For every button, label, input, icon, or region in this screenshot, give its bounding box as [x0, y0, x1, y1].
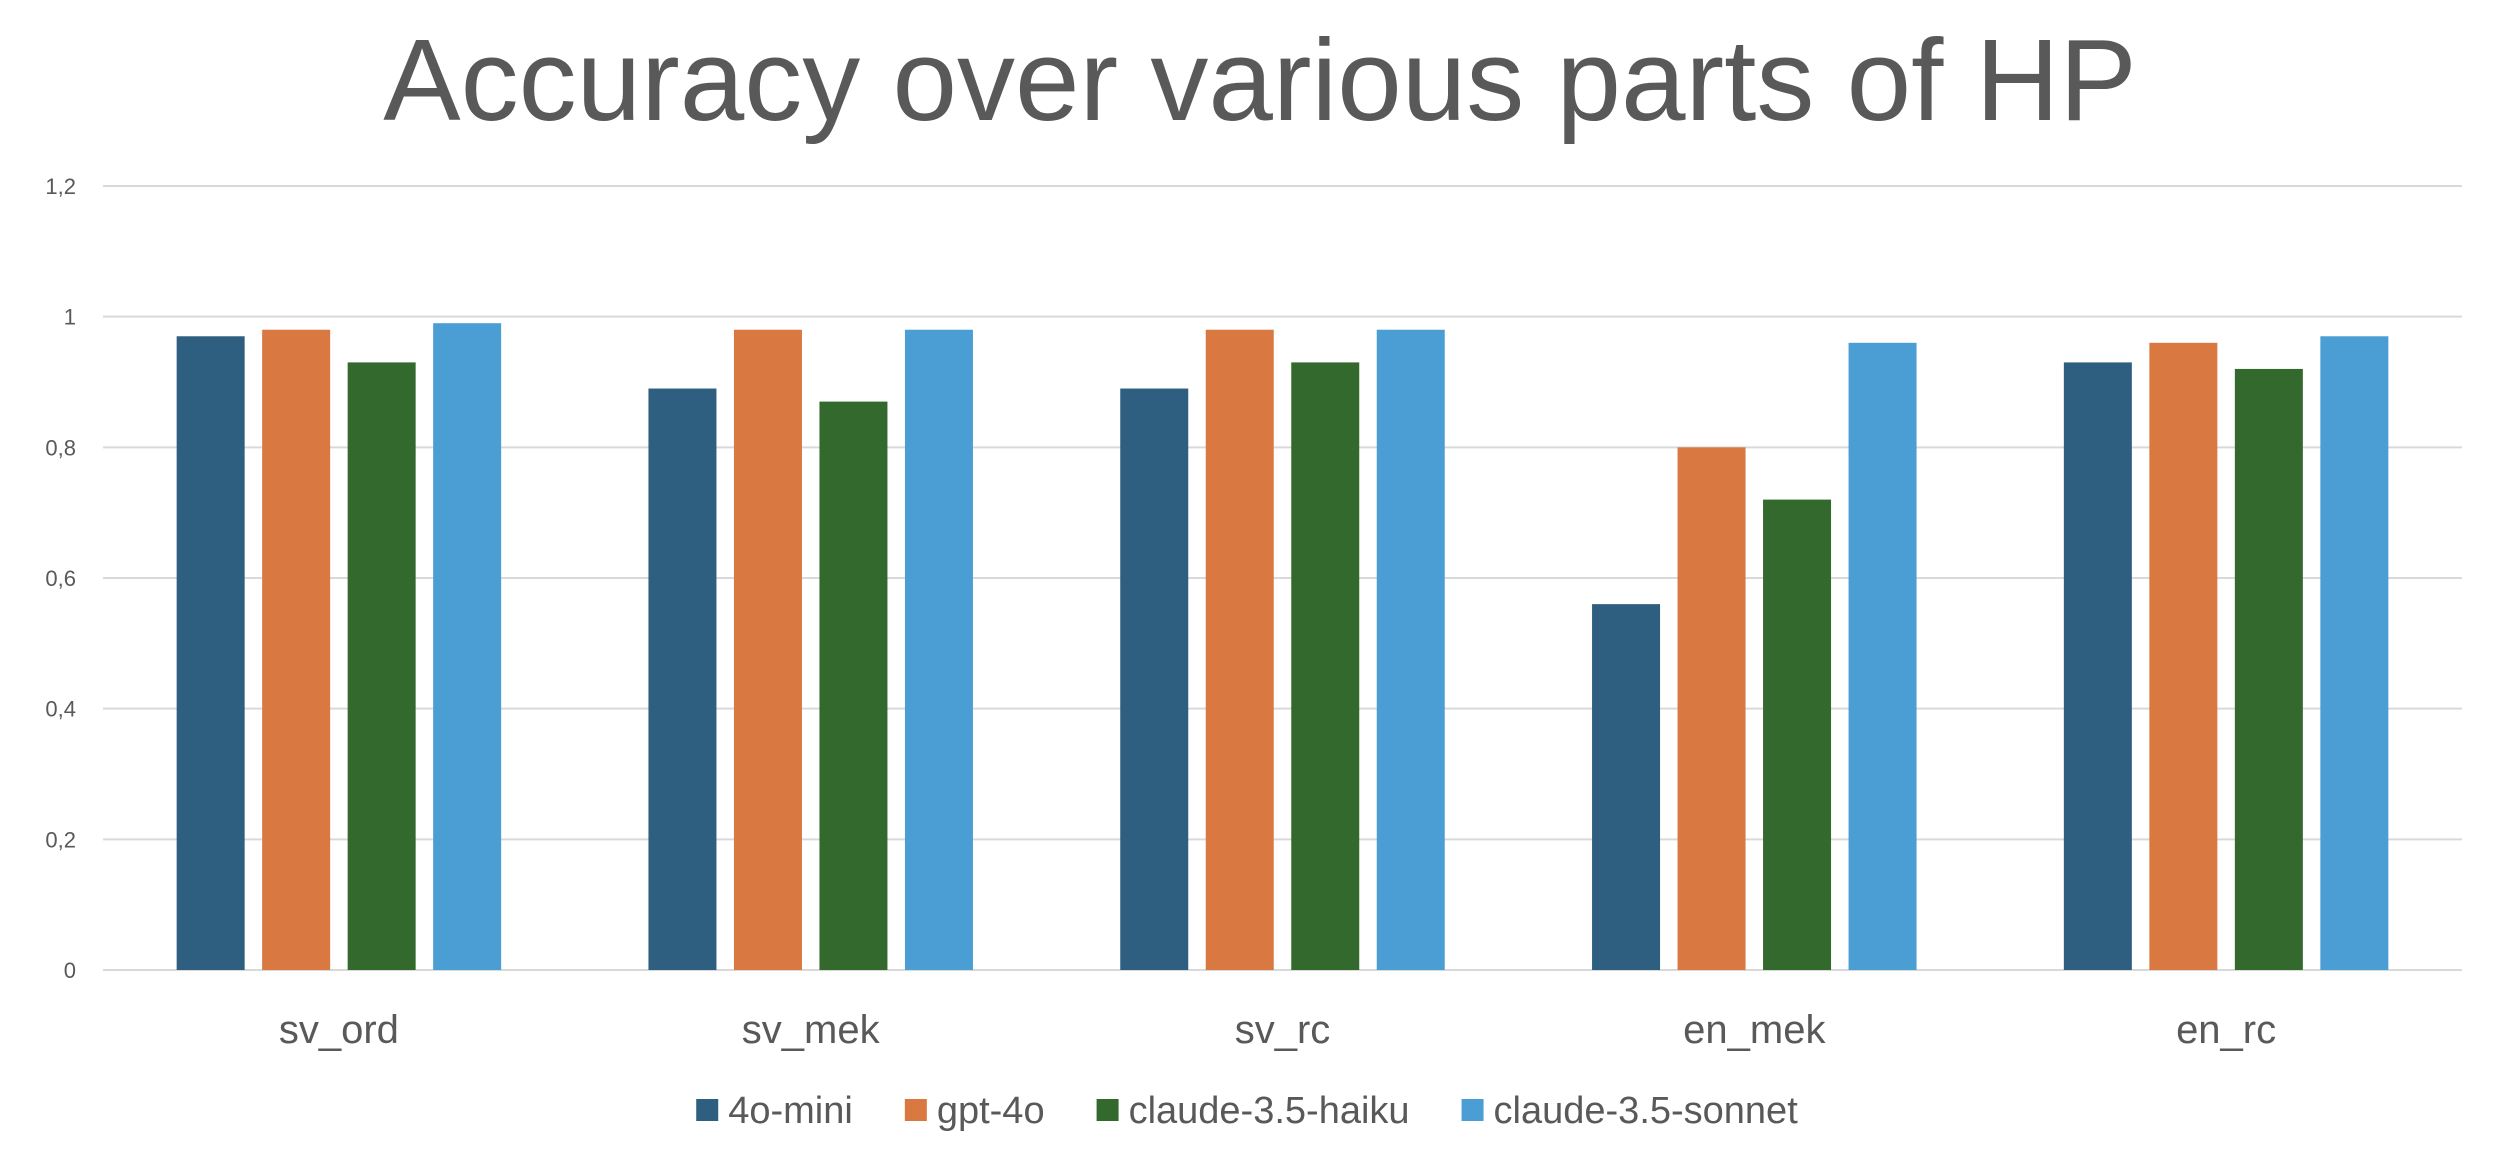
x-tick-label: sv_ord — [279, 1008, 399, 1052]
legend-swatch — [1096, 1099, 1119, 1121]
bar-claude-3.5-sonnet-sv_ord — [433, 323, 502, 970]
chart-title: Accuracy over various parts of HP — [383, 15, 2137, 145]
x-tick-label: sv_mek — [742, 1008, 881, 1052]
legend: 4o-mini gpt-4o claude-3.5-haiku claude-3.5-… — [696, 1090, 1798, 1132]
bars — [176, 323, 2389, 971]
bar-gpt-4o-sv_ord — [262, 329, 331, 970]
bar-4o-mini-en_mek — [1592, 604, 1661, 970]
bar-claude-3.5-haiku-sv_mek — [819, 401, 888, 971]
bar-4o-mini-sv_mek — [648, 388, 717, 970]
bar-claude-3.5-sonnet-en_mek — [1848, 342, 1917, 970]
x-axis-ticks: sv_ord sv_mek sv_rc en_mek en_rc — [279, 1008, 2276, 1052]
bar-claude-3.5-sonnet-sv_mek — [904, 329, 973, 970]
bar-gpt-4o-sv_mek — [733, 329, 802, 970]
bar-gpt-4o-en_mek — [1677, 447, 1746, 970]
bar-claude-3.5-haiku-sv_rc — [1291, 362, 1360, 970]
legend-label: 4o-mini — [728, 1090, 853, 1132]
y-tick-label: 0,8 — [45, 435, 76, 460]
legend-swatch — [904, 1099, 927, 1121]
x-tick-label: sv_rc — [1235, 1008, 1331, 1052]
y-tick-label: 0,4 — [45, 697, 76, 722]
legend-swatch — [1461, 1099, 1484, 1121]
bar-claude-3.5-haiku-en_rc — [2234, 368, 2303, 970]
bar-claude-3.5-haiku-sv_ord — [347, 362, 416, 970]
legend-label: claude-3.5-sonnet — [1494, 1090, 1799, 1132]
legend-label: gpt-4o — [937, 1090, 1045, 1132]
y-axis-ticks: 0 0,2 0,4 0,6 0,8 1 1,2 — [45, 174, 76, 983]
legend-label: claude-3.5-haiku — [1129, 1090, 1410, 1132]
bar-4o-mini-sv_rc — [1120, 388, 1189, 970]
x-tick-label: en_rc — [2176, 1008, 2276, 1052]
bar-gpt-4o-en_rc — [2149, 342, 2218, 970]
y-tick-label: 0,2 — [45, 827, 76, 852]
x-tick-label: en_mek — [1683, 1008, 1826, 1052]
bar-4o-mini-en_rc — [2063, 362, 2132, 970]
bar-gpt-4o-sv_rc — [1205, 329, 1274, 970]
legend-item: gpt-4o — [904, 1090, 1045, 1132]
bar-claude-3.5-haiku-en_mek — [1763, 499, 1832, 970]
legend-swatch — [696, 1099, 719, 1121]
legend-item: claude-3.5-sonnet — [1461, 1090, 1799, 1132]
bar-4o-mini-sv_ord — [176, 336, 245, 970]
y-tick-label: 0,6 — [45, 566, 76, 591]
y-tick-label: 1,2 — [45, 174, 76, 199]
y-tick-label: 0 — [64, 958, 76, 983]
y-tick-label: 1 — [64, 305, 76, 330]
legend-item: claude-3.5-haiku — [1096, 1090, 1410, 1132]
legend-item: 4o-mini — [696, 1090, 853, 1132]
bar-claude-3.5-sonnet-sv_rc — [1376, 329, 1445, 970]
bar-claude-3.5-sonnet-en_rc — [2320, 336, 2389, 970]
